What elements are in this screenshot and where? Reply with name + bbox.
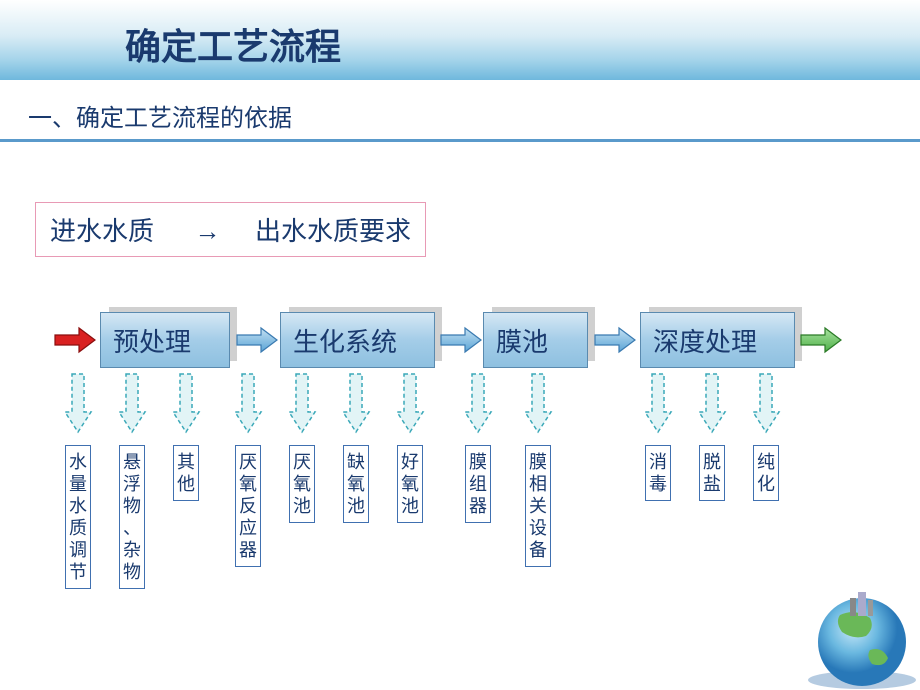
detail-label-3: 厌氧反应器: [235, 445, 261, 567]
dash-arrow-2: [171, 372, 201, 434]
detail-label-5: 缺氧池: [343, 445, 369, 523]
globe-decoration: [780, 570, 920, 690]
blue-arrow-2: [593, 326, 637, 354]
red-input-arrow: [53, 326, 97, 354]
subtitle: 一、确定工艺流程的依据: [28, 98, 920, 133]
dash-arrow-9: [643, 372, 673, 434]
dash-arrow-1: [117, 372, 147, 434]
flow-box-0: 预处理: [100, 312, 230, 368]
dash-arrow-4: [287, 372, 317, 434]
quality-requirement-box: 进水水质 → 出水水质要求: [35, 202, 426, 257]
flow-box-3: 深度处理: [640, 312, 795, 368]
green-output-arrow: [799, 326, 843, 354]
detail-label-0: 水量水质调节: [65, 445, 91, 589]
dash-arrow-10: [697, 372, 727, 434]
header-gradient: 确定工艺流程: [0, 0, 920, 80]
dash-arrow-6: [395, 372, 425, 434]
detail-label-4: 厌氧池: [289, 445, 315, 523]
flow-row: 预处理生化系统膜池深度处理: [35, 297, 885, 372]
subtitle-row: 一、确定工艺流程的依据: [0, 98, 920, 142]
flow-box-2: 膜池: [483, 312, 588, 368]
detail-label-1: 悬浮物、杂物: [119, 445, 145, 589]
blue-arrow-0: [235, 326, 279, 354]
detail-label-2: 其他: [173, 445, 199, 501]
content-area: 进水水质 → 出水水质要求 预处理生化系统膜池深度处理: [0, 142, 920, 372]
inlet-label: 进水水质: [50, 217, 154, 246]
dash-arrow-0: [63, 372, 93, 434]
detail-label-11: 纯化: [753, 445, 779, 501]
dash-arrow-5: [341, 372, 371, 434]
dash-arrow-3: [233, 372, 263, 434]
dash-arrow-8: [523, 372, 553, 434]
dash-arrow-11: [751, 372, 781, 434]
flow-box-1: 生化系统: [280, 312, 435, 368]
main-title: 确定工艺流程: [125, 18, 341, 70]
detail-label-8: 膜相关设备: [525, 445, 551, 567]
detail-label-7: 膜组器: [465, 445, 491, 523]
dash-arrow-7: [463, 372, 493, 434]
arrow-char: →: [195, 216, 221, 246]
detail-label-9: 消毒: [645, 445, 671, 501]
outlet-label: 出水水质要求: [255, 217, 411, 246]
blue-arrow-1: [439, 326, 483, 354]
detail-label-6: 好氧池: [397, 445, 423, 523]
detail-label-10: 脱盐: [699, 445, 725, 501]
